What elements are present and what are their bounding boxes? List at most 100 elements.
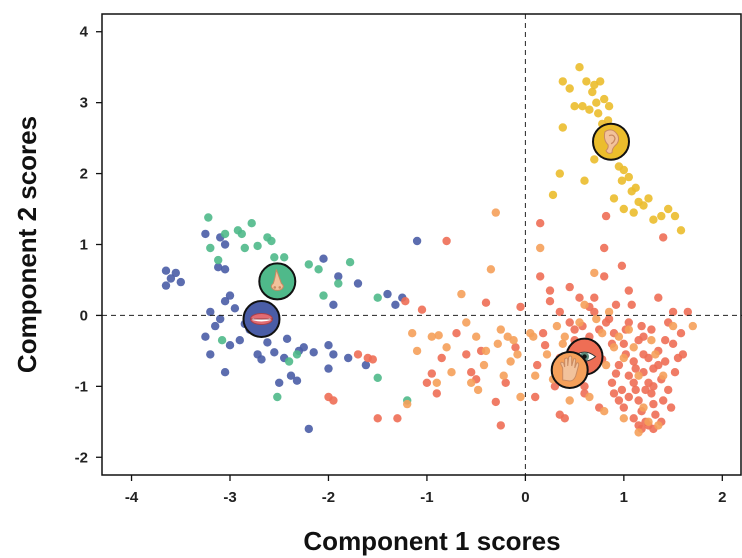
- data-point: [644, 353, 653, 363]
- data-point: [509, 336, 518, 345]
- data-point: [609, 343, 619, 352]
- data-point: [651, 350, 660, 359]
- data-point: [670, 368, 680, 377]
- data-point: [603, 116, 613, 125]
- data-point: [334, 279, 343, 288]
- data-point: [225, 291, 235, 300]
- data-point: [619, 414, 628, 423]
- data-point: [481, 298, 491, 307]
- data-point: [403, 399, 412, 409]
- data-point: [171, 268, 180, 278]
- data-point: [432, 378, 441, 387]
- data-point: [496, 421, 505, 430]
- data-point: [575, 318, 584, 327]
- data-point: [670, 211, 680, 221]
- x-axis-title: Component 1 scores: [303, 526, 560, 556]
- y-tick-label: -1: [75, 378, 88, 395]
- data-point: [345, 258, 355, 267]
- data-point: [531, 371, 540, 380]
- x-tick-label: 2: [718, 489, 726, 506]
- data-point: [422, 378, 432, 387]
- data-point: [661, 357, 670, 366]
- data-point: [217, 336, 227, 345]
- data-point: [373, 293, 382, 302]
- data-point: [161, 266, 171, 275]
- data-point: [427, 369, 436, 378]
- data-point: [629, 357, 638, 366]
- data-point: [211, 321, 220, 331]
- data-point: [391, 300, 400, 309]
- data-point: [437, 353, 446, 363]
- data-point: [545, 286, 555, 295]
- data-point: [324, 364, 333, 373]
- data-point: [309, 348, 318, 357]
- data-point: [580, 300, 589, 309]
- y-axis-title: Component 2 scores: [12, 116, 42, 373]
- data-point: [548, 190, 558, 200]
- x-tick-label: -4: [125, 489, 139, 506]
- data-point: [676, 226, 686, 235]
- data-point: [319, 254, 328, 263]
- data-point: [634, 428, 643, 437]
- data-point: [540, 341, 550, 350]
- x-tick-label: -2: [322, 489, 335, 506]
- data-point: [614, 360, 624, 370]
- data-point: [570, 102, 579, 111]
- data-point: [661, 336, 670, 345]
- data-point: [201, 332, 210, 341]
- data-point: [624, 371, 633, 380]
- data-point: [220, 297, 230, 306]
- data-point: [592, 314, 601, 324]
- data-point: [412, 236, 422, 246]
- data-point: [596, 77, 605, 86]
- data-point: [644, 378, 653, 387]
- data-point: [601, 211, 611, 221]
- data-point: [467, 378, 476, 387]
- nose-icon: [270, 269, 284, 291]
- data-point: [634, 396, 643, 405]
- data-point: [247, 219, 256, 228]
- data-point: [639, 403, 648, 412]
- data-point: [253, 241, 262, 251]
- data-point: [204, 213, 213, 222]
- data-point: [542, 350, 552, 359]
- data-point: [292, 376, 302, 385]
- data-point: [472, 332, 481, 341]
- data-point: [434, 331, 443, 340]
- data-point: [284, 357, 294, 366]
- data-point: [304, 424, 313, 434]
- data-point: [614, 332, 624, 341]
- data-point: [565, 84, 574, 93]
- data-point: [214, 255, 223, 265]
- data-point: [558, 77, 567, 86]
- data-point: [649, 399, 658, 409]
- x-tick-label: -1: [420, 489, 433, 506]
- data-point: [600, 407, 609, 416]
- data-point: [292, 350, 302, 359]
- data-point: [230, 304, 240, 313]
- data-point: [442, 236, 451, 246]
- data-point: [657, 211, 666, 221]
- data-point: [600, 94, 609, 104]
- data-point: [286, 371, 296, 380]
- data-point: [220, 229, 230, 239]
- data-points: [161, 62, 697, 437]
- data-point: [206, 243, 215, 253]
- data-point: [536, 243, 545, 253]
- data-point: [644, 417, 653, 426]
- x-tick-label: 1: [620, 489, 628, 506]
- data-point: [304, 260, 313, 269]
- x-tick-label: 0: [521, 489, 529, 506]
- data-point: [629, 414, 638, 423]
- data-point: [629, 208, 638, 217]
- data-point: [499, 371, 508, 380]
- data-point: [676, 329, 686, 338]
- data-point: [319, 291, 328, 300]
- data-point: [575, 293, 584, 302]
- data-point: [220, 240, 230, 249]
- mouth-icon: [250, 313, 273, 325]
- data-point: [511, 343, 520, 352]
- data-point: [501, 378, 510, 387]
- data-point: [324, 341, 333, 350]
